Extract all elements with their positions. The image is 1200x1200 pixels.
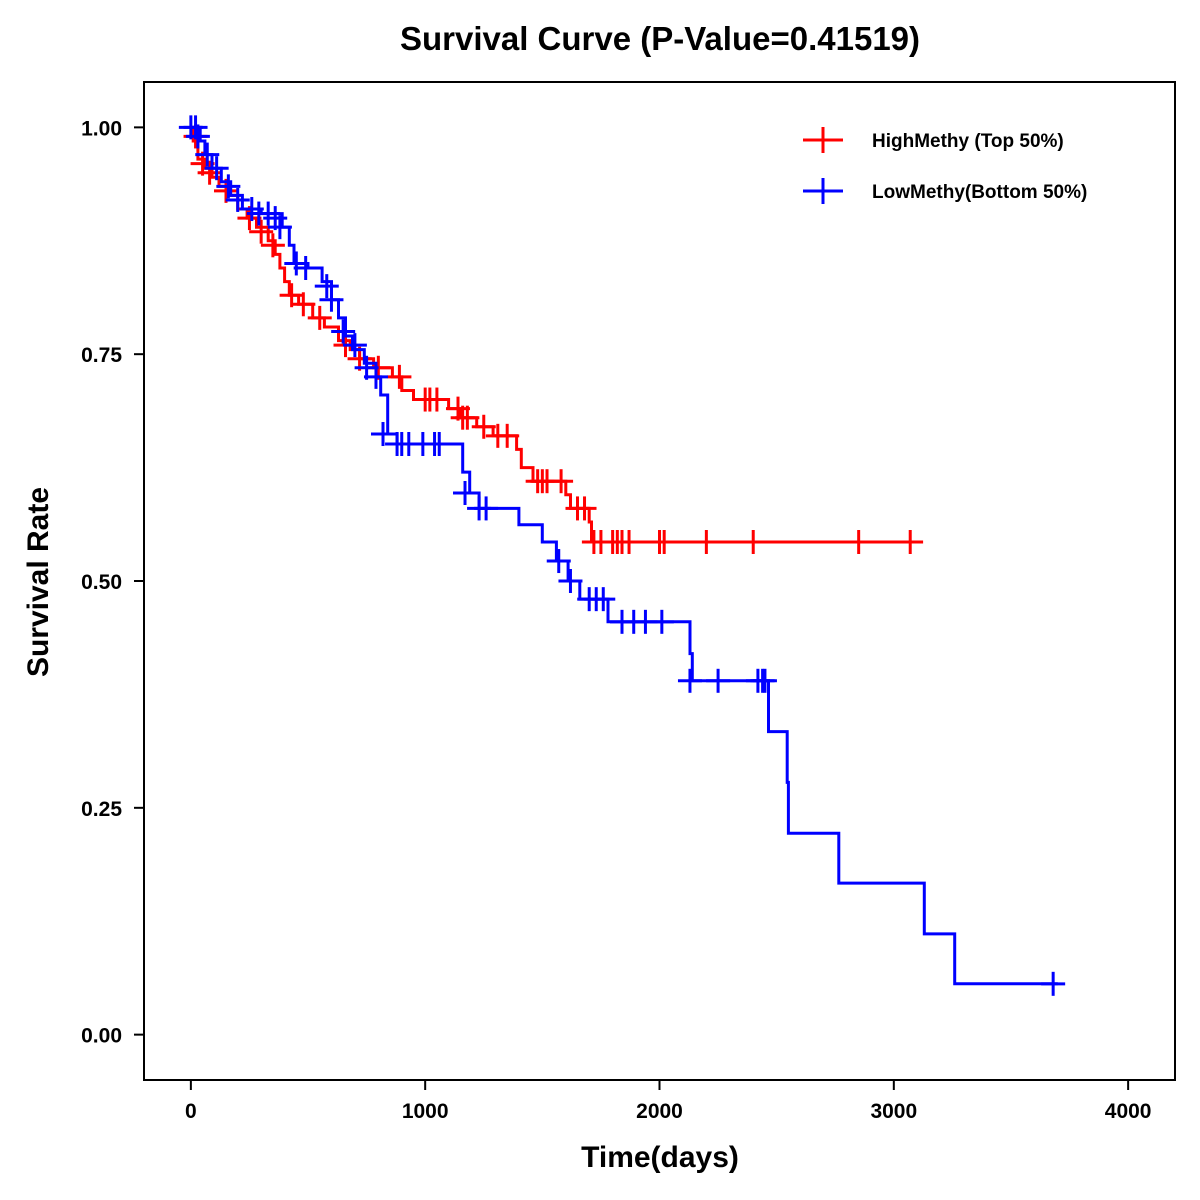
censor-mark bbox=[546, 549, 571, 574]
legend-label: HighMethy (Top 50%) bbox=[872, 131, 1064, 152]
censor-mark bbox=[216, 174, 241, 199]
censor-mark bbox=[617, 529, 642, 554]
censor-mark bbox=[572, 496, 597, 521]
y-tick-label: 0.50 bbox=[81, 571, 122, 594]
y-axis-title: Survival Rate bbox=[22, 487, 55, 677]
x-axis-title: Time(days) bbox=[581, 1141, 739, 1174]
censor-mark bbox=[204, 156, 229, 181]
plot-frame bbox=[143, 81, 1176, 1081]
censor-mark bbox=[249, 219, 274, 244]
censor-mark bbox=[267, 215, 292, 240]
y-tick-label: 1.00 bbox=[81, 117, 122, 140]
x-tick-label: 1000 bbox=[402, 1100, 449, 1123]
legend: HighMethy (Top 50%) LowMethy(Bottom 50%) bbox=[803, 127, 1087, 204]
y-tick-label: 0.75 bbox=[81, 344, 122, 367]
censor-mark bbox=[342, 333, 367, 358]
y-axis: 0.00 0.25 0.50 0.75 1.00 bbox=[81, 117, 144, 1048]
censor-mark bbox=[195, 142, 220, 167]
censor-mark bbox=[331, 319, 356, 344]
censor-mark bbox=[260, 233, 285, 258]
x-tick-label: 0 bbox=[185, 1100, 197, 1123]
censor-mark bbox=[471, 414, 496, 439]
censor-mark bbox=[363, 364, 388, 389]
censor-mark bbox=[694, 529, 719, 554]
survival-step-line bbox=[190, 125, 1058, 986]
censor-mark bbox=[427, 432, 452, 457]
censor-mark bbox=[1041, 971, 1066, 996]
x-tick-label: 4000 bbox=[1105, 1100, 1152, 1123]
censor-mark bbox=[291, 292, 316, 317]
chart-title: Survival Curve (P-Value=0.41519) bbox=[400, 20, 920, 57]
censor-mark bbox=[387, 364, 412, 389]
censor-mark bbox=[846, 529, 871, 554]
censor-mark bbox=[591, 587, 616, 612]
censor-mark bbox=[558, 569, 583, 593]
x-axis: 0 1000 2000 3000 4000 bbox=[185, 1080, 1151, 1123]
y-tick-label: 0.00 bbox=[81, 1025, 122, 1048]
censor-mark bbox=[314, 274, 339, 299]
series-high-methy bbox=[183, 124, 924, 554]
censor-mark bbox=[455, 405, 480, 430]
censor-mark bbox=[307, 305, 332, 330]
series-layer bbox=[178, 115, 1066, 996]
censor-mark bbox=[677, 668, 702, 693]
censor-mark bbox=[293, 255, 318, 280]
censor-mark bbox=[706, 668, 731, 693]
x-tick-label: 3000 bbox=[870, 1100, 917, 1123]
censor-mark bbox=[741, 529, 766, 554]
censor-mark bbox=[898, 529, 923, 554]
censor-mark bbox=[185, 124, 210, 149]
censor-mark bbox=[549, 469, 574, 494]
censor-mark bbox=[319, 287, 344, 312]
censor-mark bbox=[225, 187, 250, 212]
series-low-methy bbox=[178, 115, 1066, 996]
censor-mark bbox=[652, 529, 677, 554]
x-tick-label: 2000 bbox=[636, 1100, 683, 1123]
legend-label: LowMethy(Bottom 50%) bbox=[872, 182, 1087, 203]
legend-item: LowMethy(Bottom 50%) bbox=[803, 178, 1087, 204]
censor-mark bbox=[371, 422, 396, 447]
censor-mark bbox=[474, 496, 499, 521]
censor-mark bbox=[495, 423, 520, 448]
censor-mark bbox=[453, 480, 478, 505]
censor-mark bbox=[752, 668, 777, 693]
legend-item: HighMethy (Top 50%) bbox=[803, 127, 1064, 153]
censor-mark bbox=[649, 609, 674, 634]
censor-mark bbox=[424, 387, 449, 412]
y-tick-label: 0.25 bbox=[81, 798, 122, 821]
